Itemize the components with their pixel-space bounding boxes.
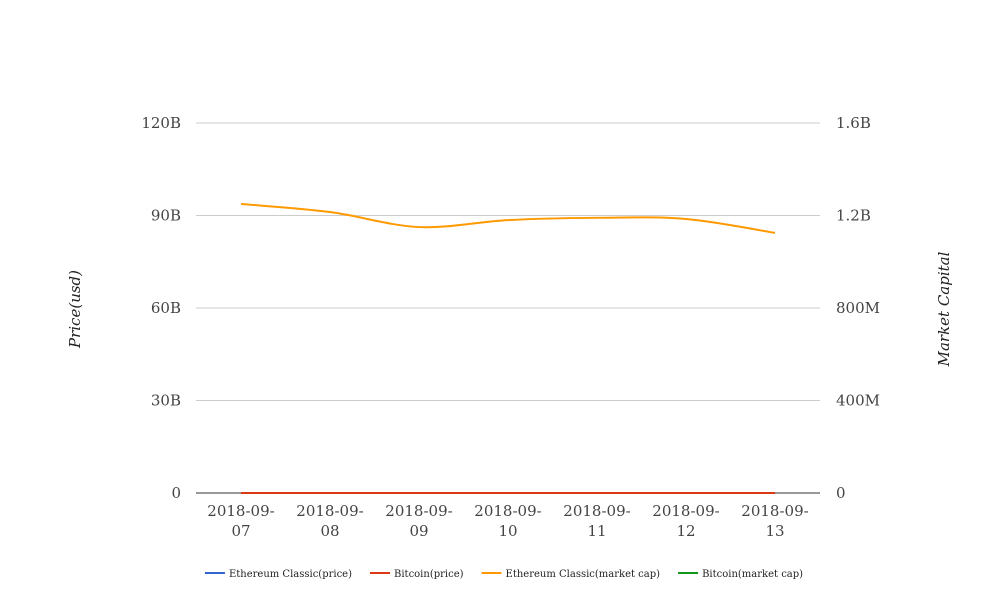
y-tick-label: 60B: [151, 299, 181, 317]
x-tick-label: 2018-09-08: [296, 502, 363, 540]
x-tick-label: 2018-09-12: [652, 502, 719, 540]
y-tick-label: 90B: [151, 207, 181, 225]
legend-label: Bitcoin(price): [394, 569, 464, 580]
axes: Price(usd) Market Capital 0 30B 60B 90B 120B…: [66, 114, 953, 540]
y2-tick-label: 0: [836, 484, 846, 502]
y2-tick-label: 400M: [836, 392, 880, 410]
y-tick-label: 30B: [151, 392, 181, 410]
x-tick-label: 2018-09-09: [385, 502, 452, 540]
legend-label: Bitcoin(market cap): [702, 569, 803, 580]
series-lines: [240, 202, 776, 495]
y2-axis-title: Market Capital: [935, 251, 953, 367]
x-tick-label: 2018-09-11: [563, 502, 630, 540]
y2-tick-label: 1.2B: [836, 207, 871, 225]
series-line-ethereum-classic-market-cap: [240, 202, 776, 234]
x-tick-label: 2018-09-13: [741, 502, 808, 540]
y-tick-label: 120B: [141, 114, 181, 132]
grid: [196, 122, 820, 494]
legend-label: Ethereum Classic(market cap): [506, 569, 661, 580]
y-axis-title: Price(usd): [66, 270, 84, 349]
y2-tick-label: 800M: [836, 299, 880, 317]
y-tick-label: 0: [171, 484, 181, 502]
x-tick-label: 2018-09-10: [474, 502, 541, 540]
x-tick-label: 2018-09-07: [207, 502, 274, 540]
y2-tick-label: 1.6B: [836, 114, 871, 132]
legend-label: Ethereum Classic(price): [229, 569, 352, 580]
legend: Ethereum Classic(price) Bitcoin(price) Eth…: [204, 569, 803, 580]
